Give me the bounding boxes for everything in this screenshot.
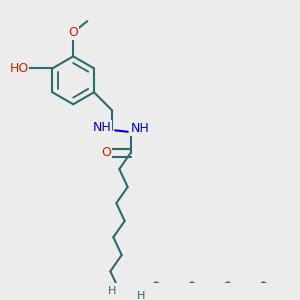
Text: O: O [68,26,78,39]
Text: NH: NH [93,121,112,134]
Text: H: H [107,286,116,296]
Text: H: H [137,291,146,300]
Text: HO: HO [9,62,28,75]
Text: NH: NH [131,122,150,135]
Text: O: O [102,146,112,159]
